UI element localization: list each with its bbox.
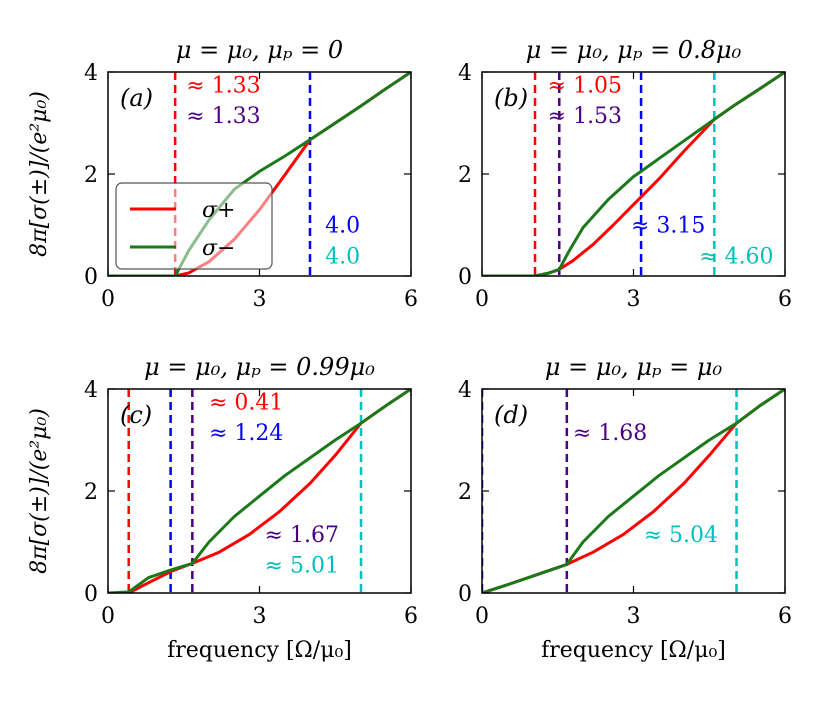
- x-tick-label: 0: [475, 287, 489, 312]
- y-tick-label: 4: [84, 61, 98, 86]
- x-tick-label: 3: [253, 287, 267, 312]
- annotation-label: ≈ 1.33: [186, 104, 260, 129]
- x-tick-label: 3: [627, 604, 641, 629]
- x-axis-label: frequency [Ω/μ₀]: [167, 638, 352, 663]
- y-tick-label: 2: [458, 163, 472, 188]
- y-tick-label: 0: [458, 265, 472, 290]
- y-tick-label: 0: [84, 582, 98, 607]
- annotation-label: ≈ 1.68: [573, 421, 647, 446]
- y-tick-label: 2: [84, 480, 98, 505]
- legend-label: σ−: [202, 236, 235, 261]
- x-tick-label: 6: [778, 604, 792, 629]
- y-axis-label: 8π[σ(±)]/(e²μ₀): [27, 408, 52, 574]
- legend-label: σ+: [202, 198, 235, 223]
- x-tick-label: 3: [627, 287, 641, 312]
- y-tick-label: 2: [458, 480, 472, 505]
- y-tick-label: 0: [458, 582, 472, 607]
- x-tick-label: 3: [253, 604, 267, 629]
- panel-title: μ = μ₀, μₚ = μ₀: [545, 353, 723, 381]
- panel-label: (d): [494, 401, 528, 429]
- annotation-label: ≈ 1.24: [209, 421, 283, 446]
- y-axis-label: 8π[σ(±)]/(e²μ₀): [27, 91, 52, 257]
- y-tick-label: 2: [84, 163, 98, 188]
- legend: σ+ σ−: [115, 182, 273, 270]
- x-tick-label: 6: [778, 287, 792, 312]
- panel-b: μ = μ₀, μₚ = 0.8μ₀ ≈ 1.05 ≈ 1.53 ≈ 3.15 ≈ 4.…: [458, 36, 792, 312]
- annotation-label: ≈ 5.04: [644, 523, 718, 548]
- panel-title: μ = μ₀, μₚ = 0: [176, 36, 343, 64]
- panel-c: μ = μ₀, μₚ = 0.99μ₀ ≈ 0.41 ≈ 1.24 ≈ 1.67 ≈ 5…: [27, 353, 418, 663]
- y-tick-label: 4: [458, 378, 472, 403]
- panel-label: (a): [120, 84, 153, 112]
- y-tick-label: 4: [84, 378, 98, 403]
- x-axis-label: frequency [Ω/μ₀]: [541, 638, 726, 663]
- sigma-minus-line: [108, 389, 411, 593]
- annotation-label: 4.0: [325, 214, 360, 239]
- annotation-label: ≈ 0.41: [209, 390, 283, 415]
- annotation-label: ≈ 1.53: [548, 104, 622, 129]
- x-tick-label: 6: [404, 287, 418, 312]
- annotation-label: ≈ 4.60: [699, 244, 773, 269]
- panel-title: μ = μ₀, μₚ = 0.8μ₀: [526, 36, 742, 64]
- panel-title: μ = μ₀, μₚ = 0.99μ₀: [144, 353, 375, 381]
- annotation-label: 4.0: [325, 244, 360, 269]
- panel-a: μ = μ₀, μₚ = 0 ≈ 1.33 ≈ 1.33 4.0 4.0 (a) 0 3 6 0 2…: [27, 36, 418, 312]
- panel-label: (b): [494, 84, 528, 112]
- annotation-label: ≈ 5.01: [265, 554, 339, 579]
- legend-box: [115, 182, 273, 270]
- x-tick-label: 0: [101, 287, 115, 312]
- panel-d: μ = μ₀, μₚ = μ₀ ≈ 1.68 ≈ 5.04 (d) 0 3 6 0 2 4 freq…: [458, 353, 792, 663]
- panel-label: (c): [120, 401, 152, 429]
- sigma-minus-line: [482, 389, 785, 593]
- annotation-label: ≈ 3.15: [631, 214, 705, 239]
- y-tick-label: 0: [84, 265, 98, 290]
- x-tick-label: 6: [404, 604, 418, 629]
- x-tick-label: 0: [101, 604, 115, 629]
- annotation-label: ≈ 1.05: [548, 73, 622, 98]
- annotation-label: ≈ 1.67: [265, 523, 339, 548]
- x-tick-label: 0: [475, 604, 489, 629]
- sigma-minus-line: [482, 72, 785, 276]
- annotation-label: ≈ 1.33: [186, 73, 260, 98]
- y-tick-label: 4: [458, 61, 472, 86]
